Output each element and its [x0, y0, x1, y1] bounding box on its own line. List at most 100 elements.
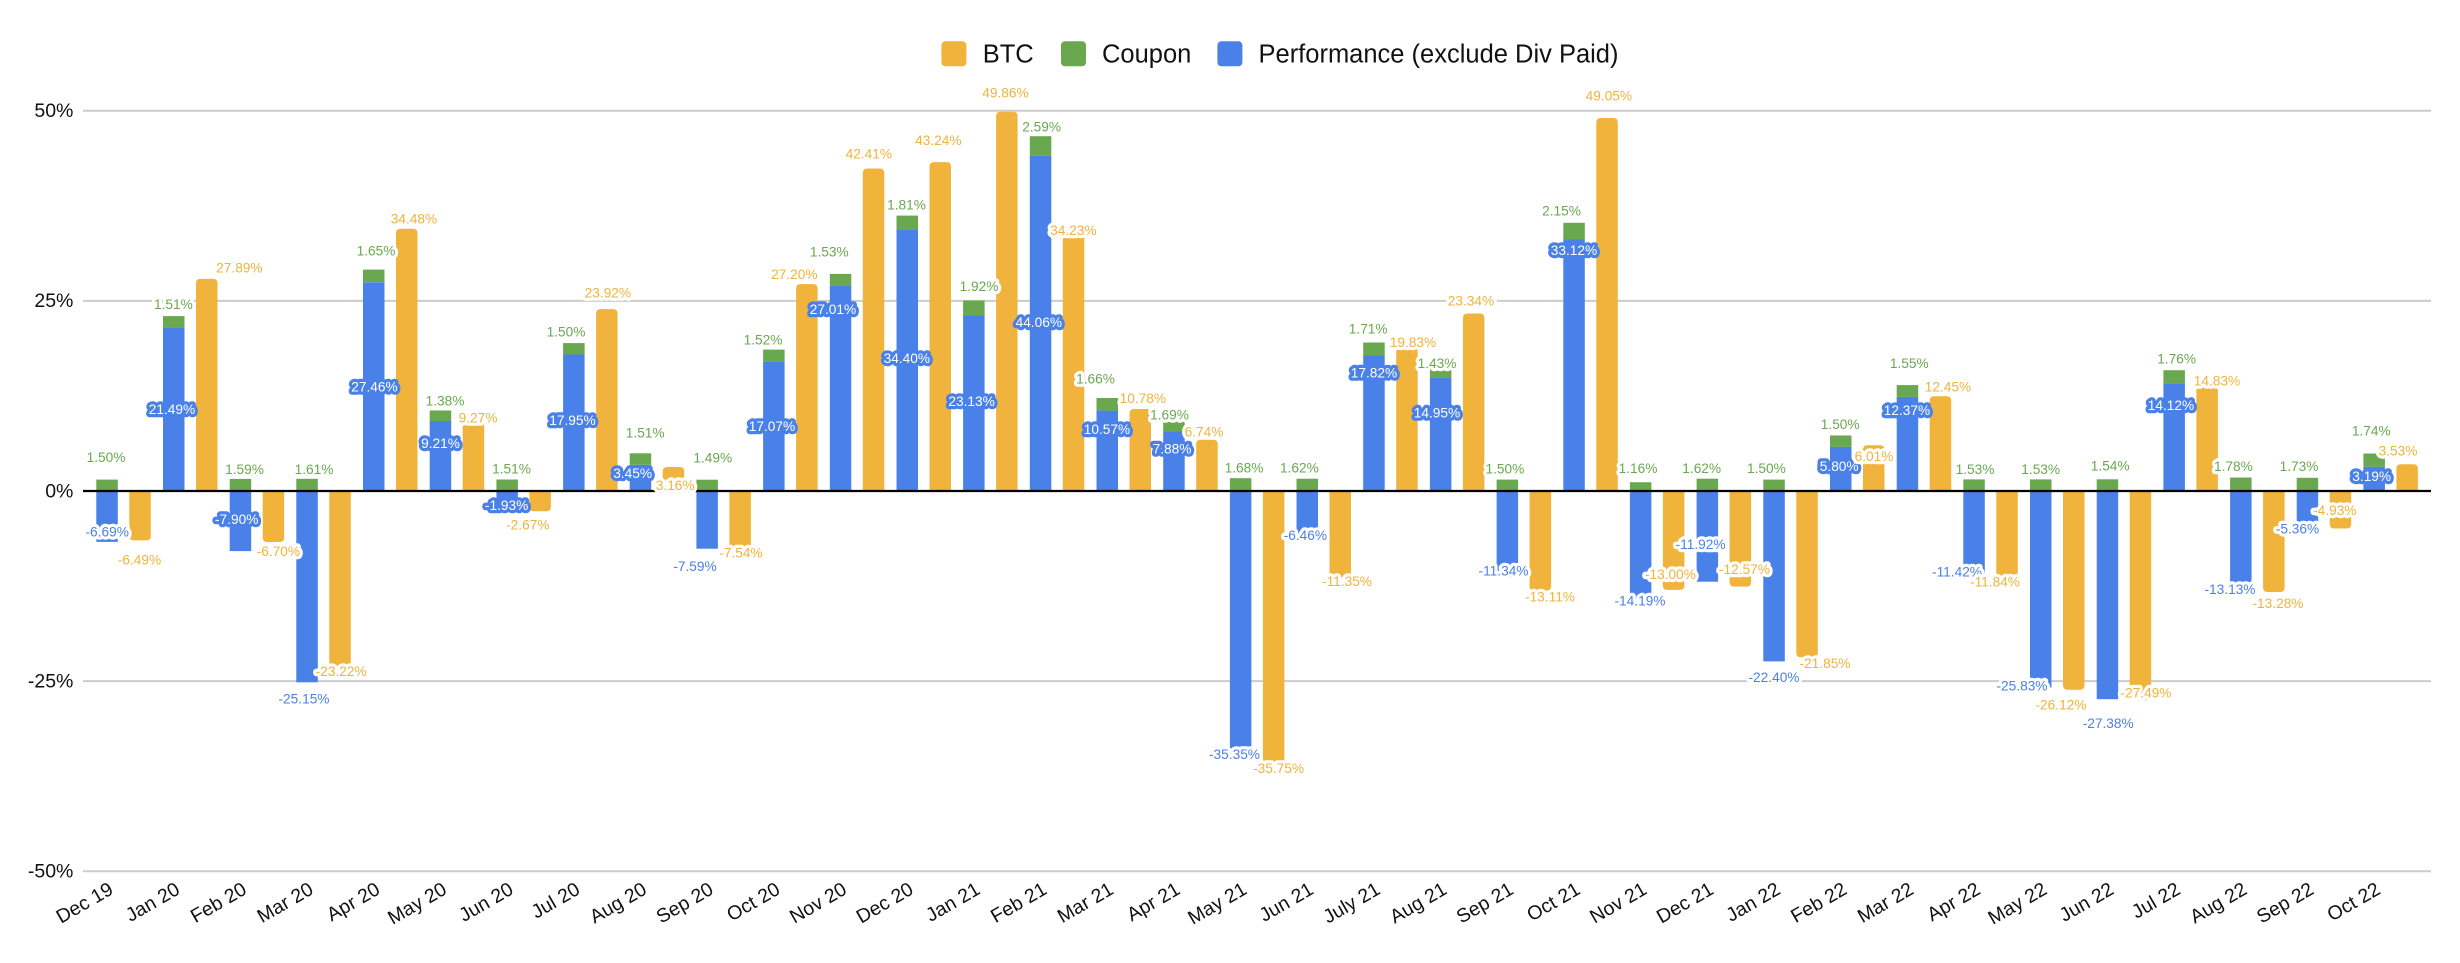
svg-text:1.54%: 1.54%	[2091, 458, 2130, 473]
svg-text:-4.93%: -4.93%	[2313, 503, 2356, 518]
svg-text:BTC: BTC	[983, 41, 1034, 69]
svg-text:-5.36%: -5.36%	[2276, 521, 2319, 536]
svg-text:-25.83%: -25.83%	[1997, 679, 2048, 694]
svg-text:9.21%: 9.21%	[421, 436, 460, 451]
svg-text:-13.28%: -13.28%	[2253, 596, 2304, 611]
svg-text:-14.19%: -14.19%	[1615, 594, 1666, 609]
svg-text:-35.75%: -35.75%	[1253, 761, 1304, 776]
svg-text:-27.38%: -27.38%	[2083, 716, 2134, 731]
svg-text:1.38%: 1.38%	[426, 393, 465, 408]
svg-text:42.41%: 42.41%	[846, 147, 892, 162]
svg-text:14.83%: 14.83%	[2194, 374, 2240, 389]
svg-text:-11.42%: -11.42%	[1932, 564, 1982, 579]
svg-text:1.49%: 1.49%	[693, 450, 732, 465]
svg-text:1.62%: 1.62%	[1280, 461, 1319, 476]
svg-text:1.59%: 1.59%	[225, 462, 264, 477]
svg-text:1.53%: 1.53%	[2021, 462, 2060, 477]
svg-text:14.12%: 14.12%	[2148, 398, 2194, 413]
svg-text:50%: 50%	[34, 100, 73, 122]
svg-text:43.24%: 43.24%	[915, 133, 961, 148]
svg-text:27.20%: 27.20%	[771, 267, 817, 282]
svg-text:Performance (exclude Div Paid): Performance (exclude Div Paid)	[1259, 41, 1619, 69]
svg-text:6.74%: 6.74%	[1185, 424, 1224, 439]
svg-text:-50%: -50%	[28, 861, 74, 883]
svg-text:-6.46%: -6.46%	[1284, 528, 1327, 543]
svg-text:-11.92%: -11.92%	[1676, 537, 1726, 552]
svg-text:34.23%: 34.23%	[1050, 223, 1096, 238]
svg-text:27.01%: 27.01%	[810, 302, 856, 317]
svg-text:-7.90%: -7.90%	[215, 512, 258, 527]
svg-text:-1.93%: -1.93%	[485, 498, 528, 513]
svg-text:10.78%: 10.78%	[1120, 391, 1166, 406]
svg-text:7.88%: 7.88%	[1153, 442, 1192, 457]
svg-text:27.89%: 27.89%	[216, 261, 262, 276]
svg-text:1.65%: 1.65%	[357, 244, 396, 259]
svg-text:-7.59%: -7.59%	[673, 559, 716, 574]
svg-text:1.61%: 1.61%	[295, 462, 334, 477]
svg-text:1.51%: 1.51%	[492, 462, 531, 477]
svg-text:-13.00%: -13.00%	[1645, 567, 1696, 582]
svg-text:3.16%: 3.16%	[656, 478, 695, 493]
svg-text:-27.49%: -27.49%	[2121, 686, 2172, 701]
svg-text:34.40%: 34.40%	[884, 351, 930, 366]
svg-text:1.53%: 1.53%	[810, 244, 849, 259]
svg-text:1.43%: 1.43%	[1418, 356, 1457, 371]
svg-text:Coupon: Coupon	[1102, 41, 1191, 69]
svg-text:14.95%: 14.95%	[1414, 406, 1460, 421]
svg-text:17.07%: 17.07%	[749, 419, 795, 434]
svg-text:25%: 25%	[34, 290, 73, 312]
svg-text:-6.69%: -6.69%	[86, 525, 129, 540]
svg-text:12.45%: 12.45%	[1925, 380, 1971, 395]
svg-text:21.49%: 21.49%	[149, 402, 195, 417]
svg-text:2.15%: 2.15%	[1542, 204, 1581, 219]
svg-text:-25%: -25%	[28, 670, 74, 692]
svg-text:5.80%: 5.80%	[1820, 459, 1859, 474]
svg-text:23.92%: 23.92%	[585, 286, 631, 301]
svg-text:1.50%: 1.50%	[1821, 417, 1860, 432]
svg-text:1.50%: 1.50%	[547, 324, 586, 339]
svg-text:1.62%: 1.62%	[1682, 461, 1721, 476]
svg-text:23.13%: 23.13%	[948, 394, 994, 409]
svg-text:49.05%: 49.05%	[1586, 89, 1632, 104]
svg-text:-11.34%: -11.34%	[1479, 564, 1529, 579]
svg-text:-25.15%: -25.15%	[279, 691, 330, 706]
svg-text:1.53%: 1.53%	[1956, 462, 1995, 477]
svg-text:-12.57%: -12.57%	[1719, 562, 1770, 577]
svg-text:1.73%: 1.73%	[2280, 459, 2319, 474]
svg-text:3.45%: 3.45%	[613, 466, 652, 481]
svg-text:49.86%: 49.86%	[982, 86, 1028, 101]
svg-text:19.83%: 19.83%	[1390, 335, 1436, 350]
svg-text:1.71%: 1.71%	[1349, 322, 1388, 337]
svg-text:1.16%: 1.16%	[1619, 461, 1658, 476]
svg-text:1.50%: 1.50%	[1485, 462, 1524, 477]
svg-text:1.81%: 1.81%	[887, 197, 926, 212]
svg-text:10.57%: 10.57%	[1084, 422, 1130, 437]
svg-text:-11.84%: -11.84%	[1970, 575, 2020, 590]
svg-text:1.52%: 1.52%	[744, 333, 783, 348]
svg-text:44.06%: 44.06%	[1016, 315, 1062, 330]
svg-text:1.76%: 1.76%	[2157, 352, 2196, 367]
svg-text:-35.35%: -35.35%	[1209, 747, 1260, 762]
svg-text:1.50%: 1.50%	[1747, 461, 1786, 476]
svg-text:-6.49%: -6.49%	[118, 553, 161, 568]
svg-text:2.59%: 2.59%	[1022, 120, 1061, 135]
svg-text:-26.12%: -26.12%	[2036, 698, 2087, 713]
svg-text:6.01%: 6.01%	[1855, 449, 1894, 464]
svg-text:-23.22%: -23.22%	[316, 664, 367, 679]
svg-text:-11.35%: -11.35%	[1322, 574, 1372, 589]
svg-text:0%: 0%	[45, 480, 73, 502]
svg-text:1.68%: 1.68%	[1225, 461, 1264, 476]
svg-text:-13.11%: -13.11%	[1525, 589, 1575, 604]
svg-text:34.48%: 34.48%	[391, 212, 437, 227]
svg-text:-2.67%: -2.67%	[506, 518, 549, 533]
svg-text:1.74%: 1.74%	[2352, 424, 2391, 439]
svg-text:-13.13%: -13.13%	[2205, 582, 2256, 597]
svg-text:1.78%: 1.78%	[2214, 459, 2253, 474]
svg-text:-21.85%: -21.85%	[1800, 656, 1851, 671]
svg-text:-6.70%: -6.70%	[257, 544, 300, 559]
svg-text:3.19%: 3.19%	[2352, 469, 2391, 484]
svg-text:-22.40%: -22.40%	[1749, 670, 1800, 685]
svg-text:1.92%: 1.92%	[960, 279, 999, 294]
svg-text:17.95%: 17.95%	[549, 413, 595, 428]
svg-text:1.55%: 1.55%	[1890, 356, 1929, 371]
